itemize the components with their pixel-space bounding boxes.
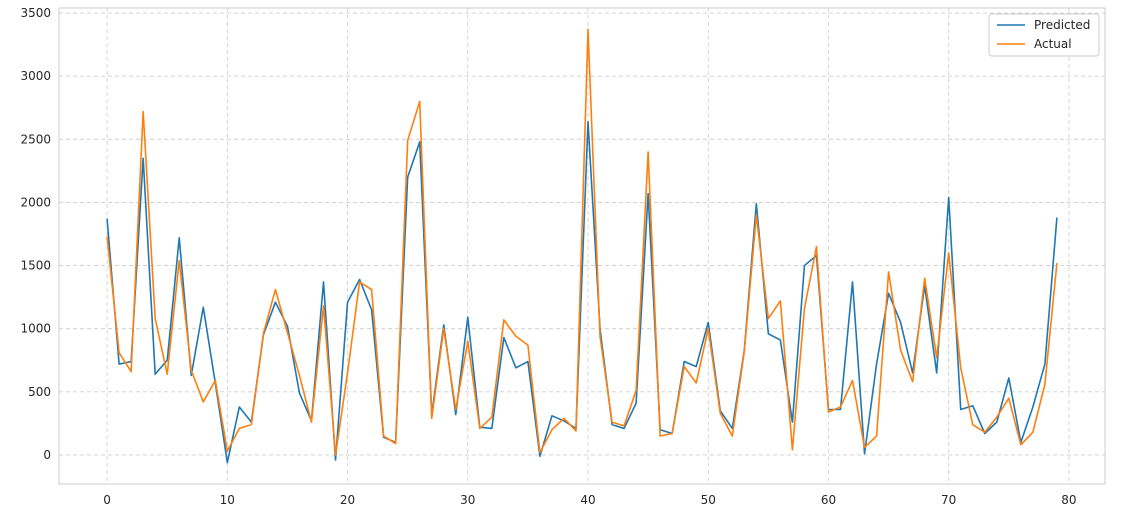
legend-label-predicted: Predicted [1034, 18, 1090, 32]
series-line-actual [106, 28, 1058, 456]
y-tick-label: 500 [28, 385, 51, 399]
legend-label-actual: Actual [1034, 37, 1072, 51]
x-tick-labels: 0 10 20 30 40 50 60 70 80 [103, 493, 1076, 507]
y-tick-label: 3000 [20, 69, 51, 83]
y-tick-label: 1500 [20, 259, 51, 273]
legend: Predicted Actual [988, 13, 1100, 57]
x-tick-label: 0 [103, 493, 111, 507]
y-tick-label: 0 [43, 448, 51, 462]
series-lines [106, 28, 1058, 464]
x-tick-label: 60 [821, 493, 836, 507]
x-tick-label: 30 [460, 493, 475, 507]
y-tick-label: 2000 [20, 195, 51, 209]
y-tick-labels: 0 500 1000 1500 2000 2500 3000 3500 [20, 6, 51, 462]
y-tick-label: 2500 [20, 132, 51, 146]
x-tick-label: 50 [701, 493, 716, 507]
x-tick-label: 70 [941, 493, 956, 507]
x-tick-label: 40 [580, 493, 595, 507]
x-tick-label: 10 [220, 493, 235, 507]
y-tick-label: 3500 [20, 6, 51, 20]
x-tick-label: 20 [340, 493, 355, 507]
y-tick-label: 1000 [20, 322, 51, 336]
series-line-predicted [106, 120, 1058, 464]
x-tick-label: 80 [1061, 493, 1076, 507]
